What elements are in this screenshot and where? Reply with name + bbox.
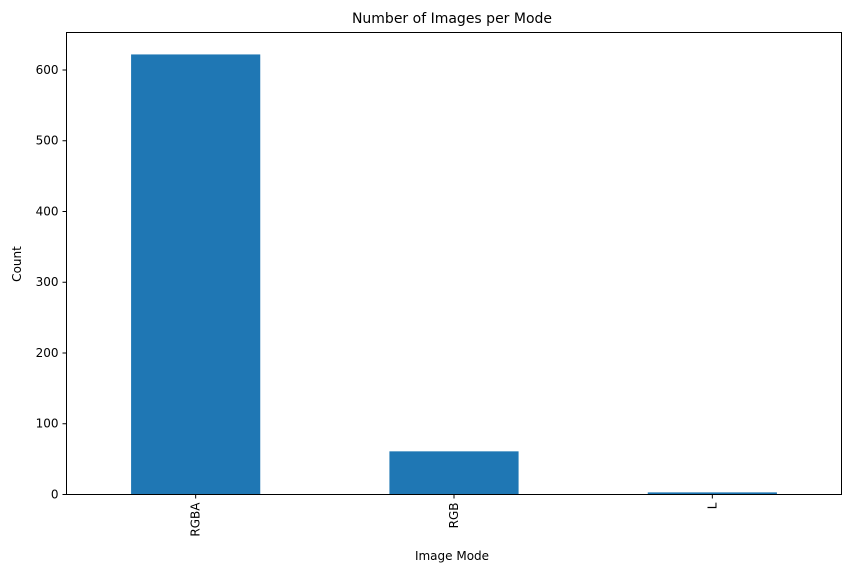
chart-title: Number of Images per Mode — [352, 11, 552, 27]
bars-group — [131, 54, 777, 495]
y-axis-ticks: 0 100 200 300 400 500 600 — [36, 63, 67, 502]
y-tick-label: 0 — [51, 488, 59, 502]
y-tick-label: 500 — [36, 134, 59, 148]
x-axis-label: Image Mode — [415, 549, 489, 563]
y-tick-label: 100 — [36, 417, 59, 431]
bar-rgb — [389, 451, 519, 495]
plot-frame — [66, 32, 842, 495]
y-tick-label: 300 — [36, 275, 59, 289]
y-tick-label: 200 — [36, 346, 59, 360]
x-axis-ticks: RGBA RGB L — [189, 494, 719, 537]
x-tick-label-l: L — [705, 502, 719, 509]
bar-rgba — [131, 54, 261, 495]
x-tick-label-rgb: RGB — [447, 503, 461, 529]
y-tick-label: 600 — [36, 63, 59, 77]
x-tick-label-rgba: RGBA — [189, 502, 203, 537]
bar-l — [647, 492, 777, 495]
y-axis-label: Count — [10, 246, 24, 282]
y-tick-label: 400 — [36, 204, 59, 218]
